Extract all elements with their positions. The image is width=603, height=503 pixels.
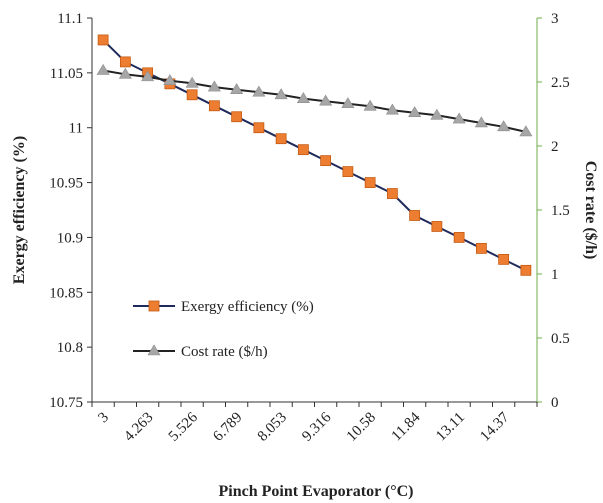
y-left-tick-label: 11.1 xyxy=(57,11,83,27)
data-point xyxy=(498,253,510,265)
x-tick-label: 6.789 xyxy=(210,410,245,445)
y-right-tick-label: 2 xyxy=(551,139,559,155)
y-left-tick-label: 10.8 xyxy=(57,340,83,356)
data-point xyxy=(252,85,266,97)
x-tick-label: 4.263 xyxy=(121,410,156,445)
data-point xyxy=(141,70,155,82)
data-point xyxy=(474,116,488,128)
data-point xyxy=(230,83,244,94)
data-point xyxy=(274,88,288,100)
x-tick-label: 9.316 xyxy=(299,409,335,445)
legend-marker xyxy=(147,344,161,356)
data-point xyxy=(342,166,354,178)
data-point xyxy=(320,155,332,167)
data-point xyxy=(363,99,377,111)
data-point xyxy=(475,242,487,254)
y-left-tick-label: 10.95 xyxy=(49,176,83,192)
x-tick-label: 10.58 xyxy=(344,410,379,445)
legend-label: Exergy efficiency (%) xyxy=(181,299,314,315)
data-point xyxy=(118,67,132,79)
data-point xyxy=(296,92,310,103)
y-axis-left-title: Exergy efficiency (%) xyxy=(11,136,28,284)
y-right-tick-label: 0 xyxy=(551,395,559,411)
y-right-tick-label: 2.5 xyxy=(551,75,570,91)
data-point xyxy=(297,144,309,156)
y-left-tick-label: 10.9 xyxy=(57,230,83,246)
series xyxy=(96,34,533,276)
data-point xyxy=(253,122,265,134)
data-point xyxy=(207,80,221,92)
legend-marker xyxy=(148,300,160,312)
data-point xyxy=(520,264,532,276)
data-point xyxy=(385,103,399,115)
data-point xyxy=(452,112,466,124)
y-right-tick-label: 1.5 xyxy=(551,203,570,219)
data-point xyxy=(519,125,533,137)
y-left-tick-label: 10.85 xyxy=(49,285,83,301)
series-2 xyxy=(96,63,533,137)
x-axis-title: Pinch Point Evaporator (°C) xyxy=(219,483,414,500)
y-right-tick-label: 1 xyxy=(551,267,559,283)
data-point xyxy=(275,133,287,145)
data-point xyxy=(497,120,511,132)
data-point xyxy=(409,210,421,221)
series-1 xyxy=(97,34,532,276)
x-tick-label: 5.526 xyxy=(166,409,202,445)
data-point xyxy=(408,106,422,118)
x-tick-label: 14.37 xyxy=(477,409,513,445)
y-right-tick-label: 0.5 xyxy=(551,331,570,347)
data-point xyxy=(453,232,465,243)
y-axis-right-title: Cost rate ($/h) xyxy=(582,161,599,260)
legend: Exergy efficiency (%) Cost rate ($/h) xyxy=(133,299,314,360)
data-point xyxy=(163,74,177,86)
data-point xyxy=(96,63,110,75)
data-point xyxy=(186,89,198,101)
y-left-tick-label: 11 xyxy=(69,121,83,137)
data-point xyxy=(231,111,243,123)
data-point xyxy=(430,108,444,120)
legend-label: Cost rate ($/h) xyxy=(181,344,268,360)
x-tick-label: 13.11 xyxy=(433,410,468,445)
data-point xyxy=(364,177,376,188)
data-point xyxy=(208,100,220,112)
data-point xyxy=(97,34,109,46)
data-point xyxy=(431,221,443,232)
x-tick-label: 3 xyxy=(95,410,112,427)
axes xyxy=(87,17,542,407)
data-point xyxy=(386,188,398,199)
y-left-tick-label: 10.75 xyxy=(49,395,83,411)
x-tick-label: 8.053 xyxy=(255,410,290,445)
data-point xyxy=(185,76,199,88)
data-point xyxy=(119,56,131,68)
data-point xyxy=(341,97,355,109)
data-point xyxy=(319,94,333,106)
x-tick-label: 11.84 xyxy=(389,409,424,444)
y-right-tick-label: 3 xyxy=(551,11,559,27)
y-left-tick-label: 11.05 xyxy=(50,66,83,82)
